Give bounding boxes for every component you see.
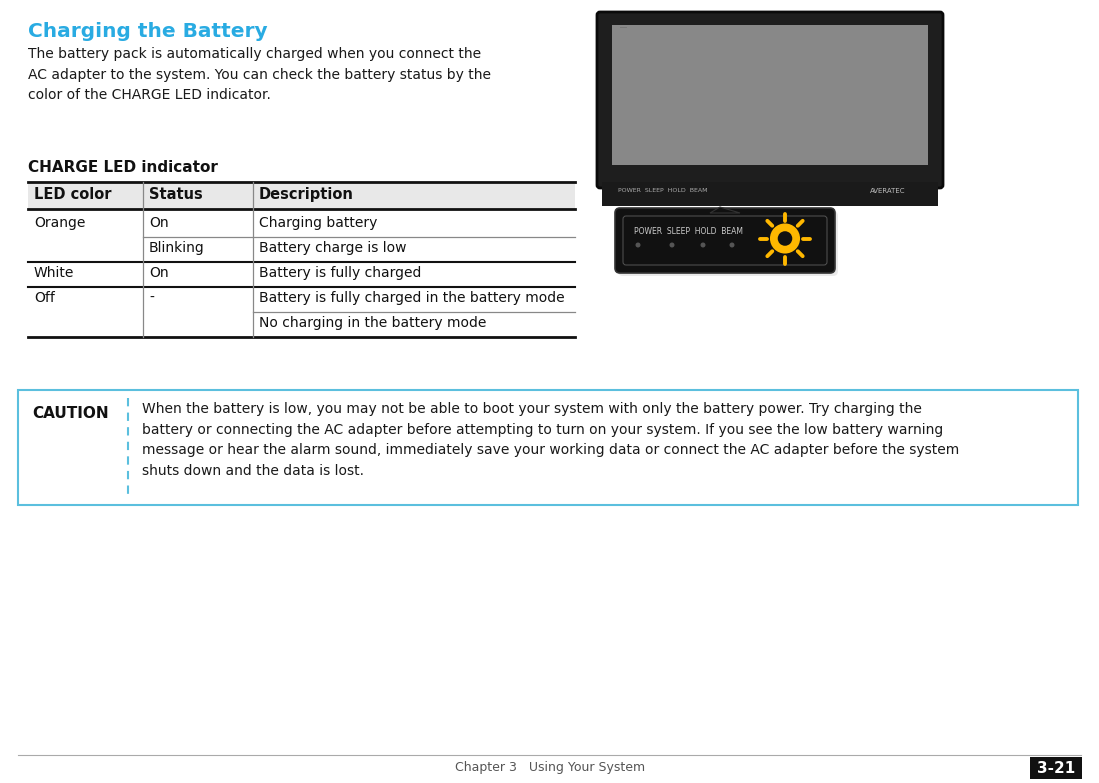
- Circle shape: [700, 243, 706, 247]
- Text: No charging in the battery mode: No charging in the battery mode: [259, 316, 487, 330]
- Text: On: On: [149, 266, 168, 280]
- Text: Battery charge is low: Battery charge is low: [259, 241, 407, 255]
- FancyBboxPatch shape: [602, 182, 939, 206]
- Circle shape: [730, 243, 734, 247]
- Circle shape: [778, 231, 792, 246]
- Text: Blinking: Blinking: [149, 241, 204, 255]
- Text: Charging the Battery: Charging the Battery: [27, 22, 268, 41]
- Text: The battery pack is automatically charged when you connect the
AC adapter to the: The battery pack is automatically charge…: [27, 47, 491, 103]
- Text: LED color: LED color: [34, 187, 111, 202]
- Text: Status: Status: [149, 187, 202, 202]
- Text: On: On: [149, 216, 168, 230]
- FancyBboxPatch shape: [18, 390, 1078, 505]
- FancyBboxPatch shape: [615, 208, 835, 273]
- FancyBboxPatch shape: [27, 184, 575, 209]
- Text: Orange: Orange: [34, 216, 86, 230]
- Text: POWER  SLEEP  HOLD  BEAM: POWER SLEEP HOLD BEAM: [634, 227, 743, 236]
- Text: Off: Off: [34, 291, 55, 305]
- Text: When the battery is low, you may not be able to boot your system with only the b: When the battery is low, you may not be …: [142, 402, 959, 478]
- Circle shape: [771, 225, 799, 252]
- Polygon shape: [710, 207, 740, 213]
- Text: Battery is fully charged in the battery mode: Battery is fully charged in the battery …: [259, 291, 565, 305]
- Text: 3-21: 3-21: [1036, 761, 1075, 776]
- Circle shape: [669, 243, 675, 247]
- Text: AVERATEC: AVERATEC: [870, 188, 906, 194]
- Text: CHARGE LED indicator: CHARGE LED indicator: [27, 160, 218, 175]
- FancyBboxPatch shape: [1030, 757, 1083, 779]
- Text: Battery is fully charged: Battery is fully charged: [259, 266, 421, 280]
- FancyBboxPatch shape: [612, 25, 928, 165]
- Text: Chapter 3   Using Your System: Chapter 3 Using Your System: [455, 761, 645, 774]
- Text: CAUTION: CAUTION: [32, 406, 109, 421]
- FancyBboxPatch shape: [597, 12, 943, 188]
- Text: White: White: [34, 266, 75, 280]
- Circle shape: [635, 243, 641, 247]
- Text: -: -: [149, 291, 154, 305]
- FancyBboxPatch shape: [618, 211, 839, 276]
- Text: Charging battery: Charging battery: [259, 216, 377, 230]
- Text: POWER  SLEEP  HOLD  BEAM: POWER SLEEP HOLD BEAM: [618, 188, 708, 193]
- Text: Description: Description: [259, 187, 354, 202]
